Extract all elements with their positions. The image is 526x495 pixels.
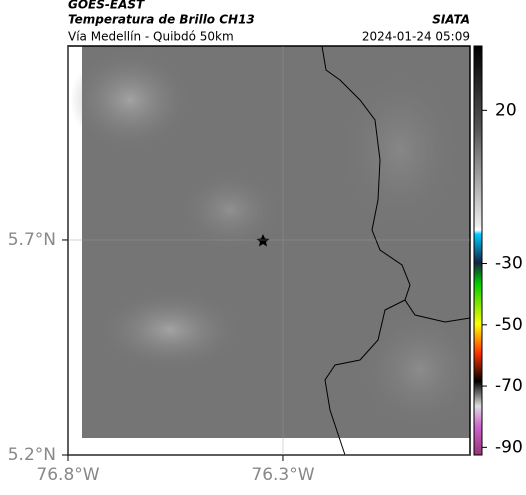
satellite: GOES-EAST [68,0,145,12]
colorbar-tick-label: -50 [495,315,523,335]
title: Temperatura de Brillo CH13 [68,13,255,27]
ticks: 76.8°W 76.3°W 5.2°N 5.7°N 20 -30 -50 -70 -90 [8,46,523,485]
datetime: 2024-01-24 05:09 [362,30,470,44]
x-tick-label: 76.8°W [36,465,99,485]
colorbar [473,45,483,456]
colorbar-tick-label: 20 [495,100,517,120]
satellite-image [70,46,480,438]
colorbar-tick-label: -30 [495,254,523,274]
region: Vía Medellín - Quibdó 50km [68,30,234,44]
y-tick-label: 5.2°N [8,445,56,465]
colorbar-tick-label: -70 [495,376,523,396]
colorbar-tick-label: -90 [495,437,523,457]
source: SIATA [432,13,470,27]
y-tick-label: 5.7°N [8,230,56,250]
boundary [321,45,471,456]
location-marker [256,234,270,247]
x-tick-label: 76.3°W [251,465,314,485]
map-frame [67,45,471,456]
